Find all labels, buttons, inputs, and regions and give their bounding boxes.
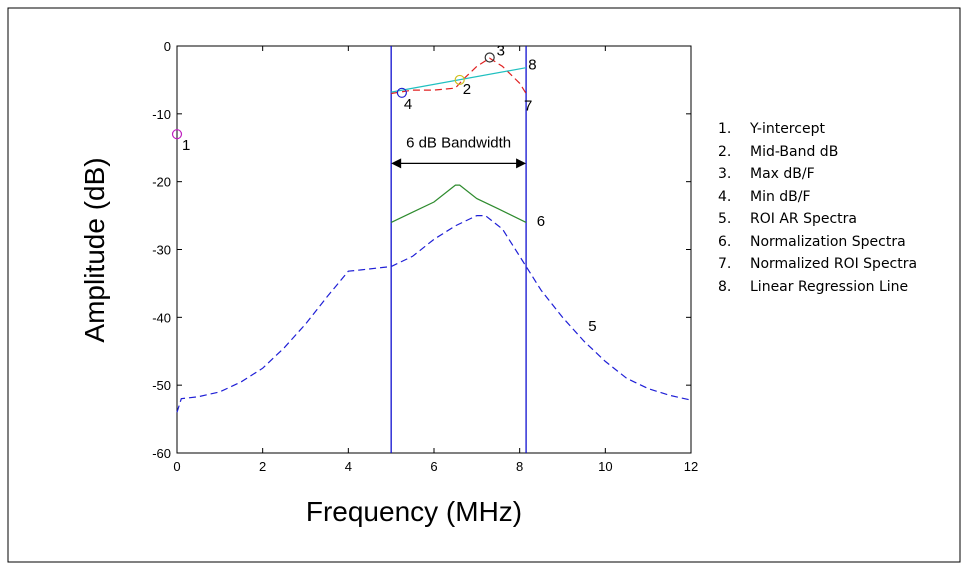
marker-number: 1 bbox=[182, 137, 190, 154]
figure-border bbox=[7, 7, 961, 563]
y-tick-label: -60 bbox=[152, 446, 171, 461]
series-normalized-roi-spectra bbox=[391, 57, 527, 95]
curve-label: 6 bbox=[537, 213, 545, 230]
legend-text: Max dB/F bbox=[750, 166, 815, 182]
legend-item: 4. Min dB/F bbox=[718, 186, 917, 209]
plot-area bbox=[176, 45, 692, 454]
marker-number: 3 bbox=[497, 43, 505, 60]
legend-item: 2. Mid-Band dB bbox=[718, 141, 917, 164]
legend-text: Y-intercept bbox=[750, 121, 825, 137]
legend-text: Mid-Band dB bbox=[750, 143, 839, 160]
x-tick-label: 0 bbox=[173, 459, 180, 474]
x-tick-label: 12 bbox=[684, 459, 698, 474]
legend-number: 5. bbox=[718, 211, 732, 227]
arrowhead-left bbox=[391, 158, 402, 169]
legend-item: 5. ROI AR Spectra bbox=[718, 208, 917, 231]
x-tick-label: 8 bbox=[516, 459, 523, 474]
legend-text: Normalized ROI Spectra bbox=[750, 256, 918, 272]
legend-text: Normalization Spectra bbox=[750, 233, 906, 250]
y-tick-label: -20 bbox=[152, 175, 171, 190]
series-normalization-spectra bbox=[390, 184, 527, 223]
legend: 1. Y-intercept 2. Mid-Band dB 3. Max dB/F 4. Mi… bbox=[718, 118, 917, 298]
curve-label: 7 bbox=[524, 97, 532, 114]
legend-text: Min dB/F bbox=[750, 188, 811, 205]
legend-item: 6. Normalization Spectra bbox=[718, 231, 917, 254]
series-roi-ar-spectra bbox=[176, 215, 692, 413]
curve-label: 8 bbox=[528, 57, 536, 74]
series-linear-regression-line bbox=[391, 67, 527, 93]
x-tick-label: 6 bbox=[430, 459, 437, 474]
legend-number: 8. bbox=[718, 278, 732, 295]
legend-number: 6. bbox=[718, 233, 732, 250]
marker-max-db-f bbox=[484, 52, 495, 63]
marker-number: 2 bbox=[463, 81, 471, 98]
legend-item: 8. Linear Regression Line bbox=[718, 276, 917, 299]
legend-number: 4. bbox=[718, 188, 732, 205]
marker-min-db-f bbox=[396, 87, 407, 98]
marker-y-intercept bbox=[171, 129, 183, 140]
y-tick-label: -10 bbox=[152, 107, 171, 122]
legend-number: 2. bbox=[718, 143, 732, 160]
legend-number: 7. bbox=[718, 256, 732, 272]
legend-text: Linear Regression Line bbox=[750, 278, 909, 295]
y-tick-label: -30 bbox=[152, 243, 171, 258]
y-axis-label: Amplitude (dB) bbox=[79, 157, 110, 342]
x-tick-label: 2 bbox=[259, 459, 266, 474]
x-axis-label: Frequency (MHz) bbox=[306, 496, 522, 527]
y-tick-label: 0 bbox=[164, 39, 171, 54]
arrowhead-right bbox=[516, 158, 527, 169]
legend-item: 3. Max dB/F bbox=[718, 163, 917, 186]
marker-number: 4 bbox=[404, 96, 412, 113]
x-tick-label: 4 bbox=[345, 459, 352, 474]
x-tick-label: 10 bbox=[598, 459, 612, 474]
legend-item: 7. Normalized ROI Spectra bbox=[718, 253, 917, 276]
legend-text: ROI AR Spectra bbox=[750, 211, 857, 227]
legend-number: 3. bbox=[718, 166, 732, 182]
curve-label: 5 bbox=[588, 318, 596, 335]
bandwidth-label: 6 dB Bandwidth bbox=[406, 134, 511, 151]
y-tick-label: -50 bbox=[152, 378, 171, 393]
y-tick-label: -40 bbox=[152, 310, 171, 325]
marker-mid-band-db bbox=[454, 74, 465, 86]
legend-number: 1. bbox=[718, 121, 732, 137]
legend-item: 1. Y-intercept bbox=[718, 118, 917, 141]
